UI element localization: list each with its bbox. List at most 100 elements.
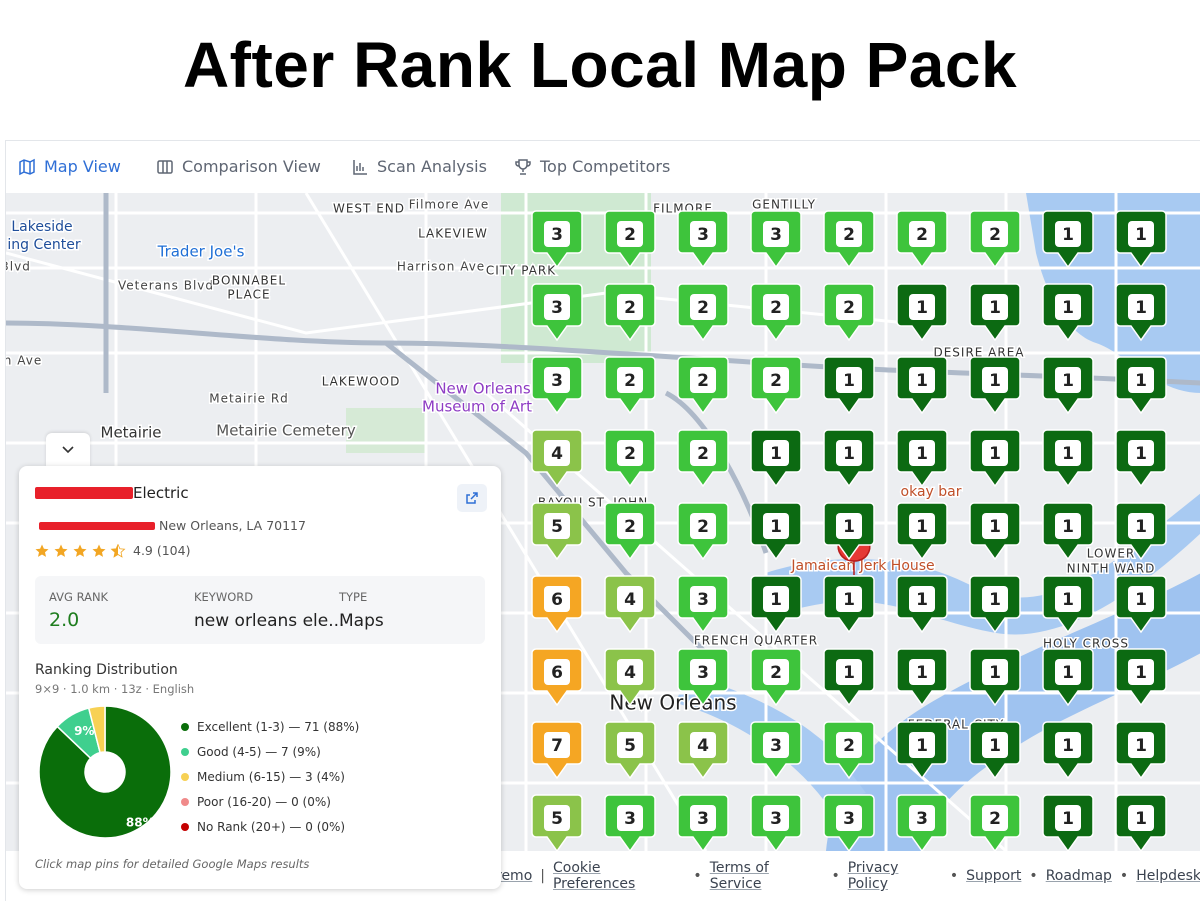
- rank-pin[interactable]: 2: [677, 283, 729, 342]
- rank-pin[interactable]: 1: [896, 721, 948, 780]
- rank-pin[interactable]: 1: [969, 721, 1021, 780]
- footer-link[interactable]: Cookie Preferences: [552, 860, 636, 892]
- rank-pin[interactable]: 1: [969, 502, 1021, 561]
- footer-link[interactable]: Helpdesk: [1136, 868, 1200, 884]
- rank-pin[interactable]: 1: [823, 575, 875, 634]
- footer-link[interactable]: Roadmap: [1045, 868, 1112, 884]
- rank-pin[interactable]: 1: [1042, 794, 1094, 851]
- rank-pin[interactable]: 1: [1115, 575, 1167, 634]
- rank-pin[interactable]: 2: [823, 721, 875, 780]
- rank-pin[interactable]: 1: [750, 575, 802, 634]
- rank-pin[interactable]: 2: [677, 429, 729, 488]
- rank-pin[interactable]: 7: [531, 721, 583, 780]
- rank-pin[interactable]: 1: [823, 648, 875, 707]
- rank-pin[interactable]: 1: [1042, 575, 1094, 634]
- rank-pin[interactable]: 1: [750, 502, 802, 561]
- rank-pin[interactable]: 3: [531, 356, 583, 415]
- rank-pin[interactable]: 3: [896, 794, 948, 851]
- rank-pin[interactable]: 2: [604, 502, 656, 561]
- rank-pin[interactable]: 1: [896, 502, 948, 561]
- footer-link[interactable]: Privacy Policy: [847, 860, 899, 892]
- rank-pin[interactable]: 3: [677, 648, 729, 707]
- rank-pin[interactable]: 1: [969, 575, 1021, 634]
- legend: Excellent (1-3) — 71 (88%) Good (4-5) — 7…: [181, 714, 359, 839]
- tab[interactable]: Scan Analysis: [351, 157, 487, 176]
- rank-pin[interactable]: 2: [896, 210, 948, 269]
- rank-pin[interactable]: 3: [604, 794, 656, 851]
- rank-pin[interactable]: 1: [1115, 283, 1167, 342]
- tab[interactable]: Top Competitors: [514, 157, 670, 176]
- rank-pin[interactable]: 2: [823, 210, 875, 269]
- tab[interactable]: Map View: [18, 157, 121, 176]
- rank-pin[interactable]: 3: [750, 794, 802, 851]
- footer-link[interactable]: Support: [966, 868, 1022, 884]
- rank-pin[interactable]: 4: [677, 721, 729, 780]
- rank-pin[interactable]: 3: [677, 575, 729, 634]
- rank-pin[interactable]: 1: [896, 356, 948, 415]
- rank-pin[interactable]: 1: [1042, 356, 1094, 415]
- rank-pin[interactable]: 1: [1042, 429, 1094, 488]
- rank-pin[interactable]: 1: [1042, 210, 1094, 269]
- rank-pin[interactable]: 3: [750, 210, 802, 269]
- footer-link[interactable]: remo: [496, 868, 533, 884]
- pin-rank: 4: [624, 663, 636, 683]
- rank-pin[interactable]: 5: [531, 502, 583, 561]
- pin-rank: 2: [697, 517, 709, 537]
- pin-rank: 2: [843, 736, 855, 756]
- legend-swatch: [181, 822, 189, 831]
- rank-pin[interactable]: 3: [750, 721, 802, 780]
- rank-pin[interactable]: 1: [896, 429, 948, 488]
- rank-pin[interactable]: 1: [1042, 721, 1094, 780]
- rank-pin[interactable]: 2: [969, 210, 1021, 269]
- rank-pin[interactable]: 4: [604, 648, 656, 707]
- rank-pin[interactable]: 1: [1115, 721, 1167, 780]
- rank-pin[interactable]: 1: [1115, 648, 1167, 707]
- rank-pin[interactable]: 2: [604, 429, 656, 488]
- rank-pin[interactable]: 3: [677, 210, 729, 269]
- rank-pin[interactable]: 1: [823, 356, 875, 415]
- tab[interactable]: Comparison View: [156, 157, 321, 176]
- rank-pin[interactable]: 3: [823, 794, 875, 851]
- rank-pin[interactable]: 1: [969, 283, 1021, 342]
- footer-link[interactable]: Terms of Service: [709, 860, 769, 892]
- rank-pin[interactable]: 1: [1115, 356, 1167, 415]
- open-link-button[interactable]: [457, 484, 487, 512]
- rank-pin[interactable]: 2: [677, 502, 729, 561]
- rank-pin[interactable]: 1: [1115, 794, 1167, 851]
- rank-pin[interactable]: 1: [1115, 429, 1167, 488]
- rank-pin[interactable]: 2: [750, 356, 802, 415]
- rank-pin[interactable]: 1: [823, 429, 875, 488]
- rank-pin[interactable]: 1: [969, 648, 1021, 707]
- rank-pin[interactable]: 1: [1042, 283, 1094, 342]
- rank-pin[interactable]: 2: [604, 356, 656, 415]
- rank-pin[interactable]: 1: [823, 502, 875, 561]
- rank-pin[interactable]: 1: [896, 648, 948, 707]
- rank-pin[interactable]: 2: [677, 356, 729, 415]
- rank-pin[interactable]: 5: [604, 721, 656, 780]
- rank-pin[interactable]: 1: [1115, 210, 1167, 269]
- stat-value: 2.0: [49, 609, 80, 631]
- rank-pin[interactable]: 1: [969, 356, 1021, 415]
- rank-pin[interactable]: 4: [604, 575, 656, 634]
- rank-pin[interactable]: 1: [1042, 648, 1094, 707]
- rank-pin[interactable]: 2: [604, 210, 656, 269]
- rank-pin[interactable]: 1: [1115, 502, 1167, 561]
- collapse-button[interactable]: [46, 433, 90, 467]
- rank-pin[interactable]: 2: [750, 648, 802, 707]
- rank-pin[interactable]: 2: [969, 794, 1021, 851]
- rank-pin[interactable]: 3: [677, 794, 729, 851]
- rank-pin[interactable]: 1: [896, 575, 948, 634]
- rank-pin[interactable]: 1: [1042, 502, 1094, 561]
- rank-pin[interactable]: 3: [531, 283, 583, 342]
- rank-pin[interactable]: 1: [750, 429, 802, 488]
- rank-pin[interactable]: 6: [531, 648, 583, 707]
- rank-pin[interactable]: 1: [896, 283, 948, 342]
- rank-pin[interactable]: 2: [750, 283, 802, 342]
- rank-pin[interactable]: 5: [531, 794, 583, 851]
- rank-pin[interactable]: 3: [531, 210, 583, 269]
- rank-pin[interactable]: 2: [823, 283, 875, 342]
- rank-pin[interactable]: 4: [531, 429, 583, 488]
- rank-pin[interactable]: 2: [604, 283, 656, 342]
- rank-pin[interactable]: 1: [969, 429, 1021, 488]
- rank-pin[interactable]: 6: [531, 575, 583, 634]
